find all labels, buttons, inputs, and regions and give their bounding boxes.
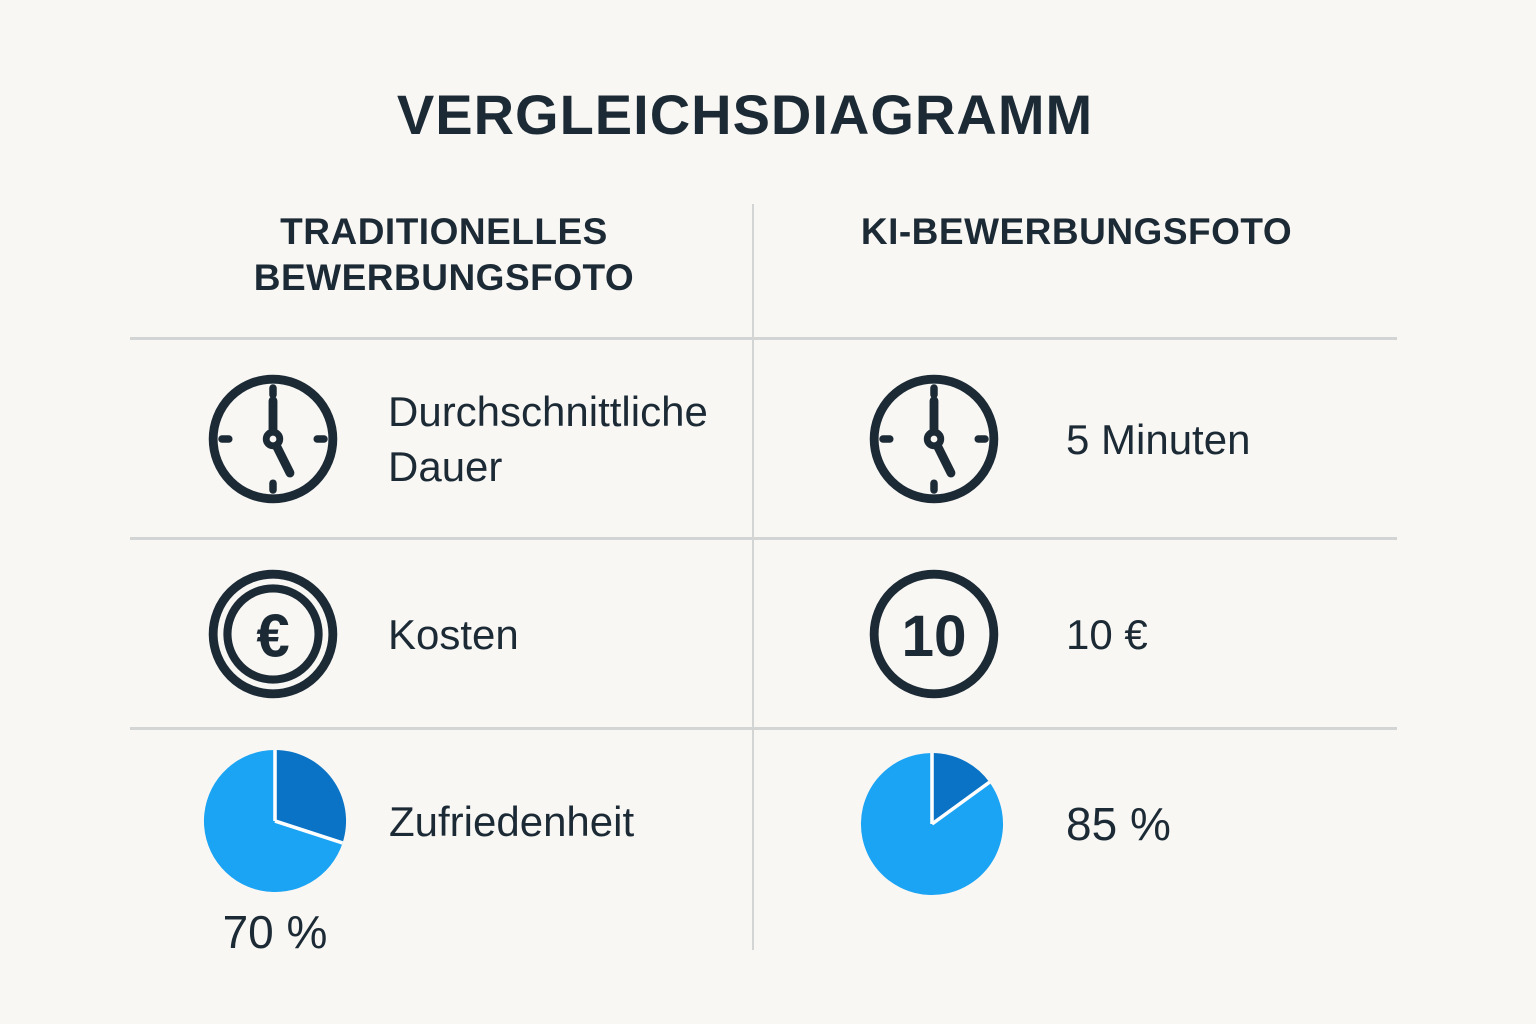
row-divider-line-1 [130, 337, 1397, 340]
page-title: VERGLEICHSDIAGRAMM [396, 83, 1094, 146]
number-10-text: 10 [901, 604, 966, 669]
column-header-traditional: TRADITIONELLES BEWERBUNGSFOTO [135, 209, 753, 301]
clock-icon [208, 374, 338, 504]
cell-cost-ki: 10 10 € [866, 540, 1148, 728]
row-divider-line-2 [130, 537, 1397, 540]
column-header-ki: KI-BEWERBUNGSFOTO [860, 211, 1293, 252]
metric-label-duration: Durchschnittliche Dauer [388, 388, 708, 490]
row-divider-line-3 [130, 727, 1397, 730]
value-duration-ki: 5 Minuten [1066, 415, 1251, 463]
column-divider-line [752, 204, 754, 950]
cell-satisfaction-ki: 85 % [858, 730, 1171, 918]
clock-icon [869, 374, 999, 504]
pie-chart-satisfaction-ki [860, 752, 1004, 896]
cell-duration-traditional: Durchschnittliche Dauer [205, 340, 740, 538]
euro-symbol: € [256, 603, 289, 670]
cell-cost-traditional: € Kosten [205, 540, 519, 728]
metric-label-satisfaction: Zufriedenheit [389, 797, 635, 845]
cell-duration-ki: 5 Minuten [866, 340, 1250, 538]
pie-chart-satisfaction-traditional [203, 749, 347, 893]
metric-label-cost: Kosten [388, 610, 519, 658]
euro-coin-icon: € [208, 569, 338, 699]
pie-value-label-traditional: 70 % [222, 906, 328, 958]
value-satisfaction-ki: 85 % [1066, 798, 1171, 850]
value-cost-ki: 10 € [1066, 610, 1148, 658]
number-10-circle-icon: 10 [869, 569, 999, 699]
column-header-traditional-label: TRADITIONELLES BEWERBUNGSFOTO [253, 211, 635, 298]
cell-satisfaction-traditional: Zufriedenheit [201, 730, 634, 912]
